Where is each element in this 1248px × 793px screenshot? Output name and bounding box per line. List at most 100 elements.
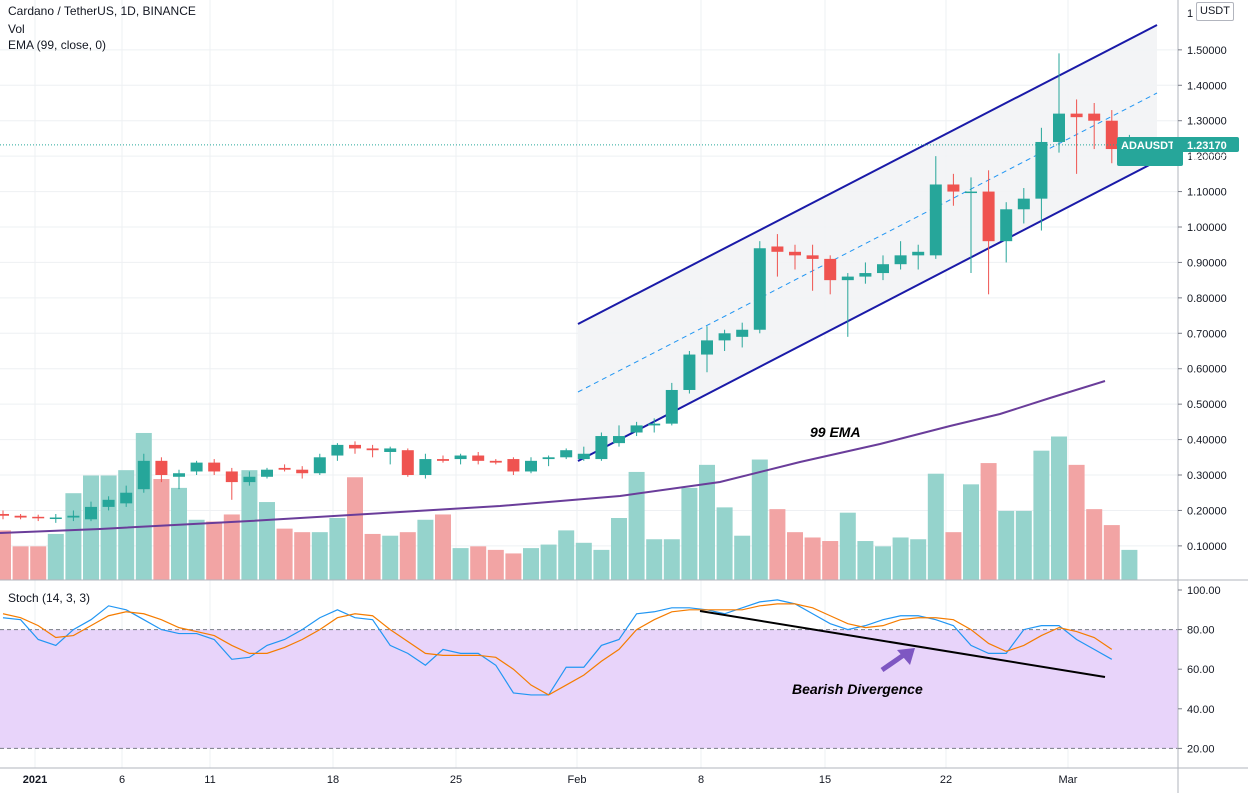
candle-body-43 <box>753 248 766 330</box>
price-tick-label-6: 0.90000 <box>1187 257 1227 269</box>
candle-body-29 <box>507 459 520 472</box>
volume-bar-27 <box>470 546 487 580</box>
time-tick-label-8: 22 <box>940 774 952 786</box>
price-tick-label-1: 1.40000 <box>1187 80 1227 92</box>
candle-body-36 <box>630 425 643 433</box>
volume-label: Vol <box>8 22 25 36</box>
candle-body-13 <box>225 471 238 483</box>
volume-bar-16 <box>276 528 293 580</box>
candle-body-35 <box>613 436 625 444</box>
candle-body-22 <box>384 448 397 452</box>
volume-bar-15 <box>259 502 275 580</box>
stoch-tick-label-4: 20.00 <box>1187 743 1215 755</box>
time-tick-label-5: Feb <box>568 774 587 786</box>
candle-body-33 <box>577 453 590 460</box>
volume-bar-9 <box>153 479 170 580</box>
candle-body-37 <box>648 423 661 426</box>
stoch-tick-label-3: 40.00 <box>1187 704 1215 716</box>
volume-bar-56 <box>980 463 997 580</box>
stoch-tick-label-2: 60.00 <box>1187 664 1215 676</box>
candle-body-4 <box>67 515 80 518</box>
candle-body-49 <box>859 273 872 277</box>
volume-bar-37 <box>646 539 663 580</box>
price-tick-label-13: 0.20000 <box>1187 505 1227 517</box>
ema-polyline <box>0 380 1106 534</box>
volume-bar-43 <box>751 459 768 580</box>
candle-body-20 <box>349 444 361 449</box>
volume-bar-34 <box>593 549 610 580</box>
volume-bar-50 <box>875 546 891 580</box>
ema-annotation: 99 EMA <box>810 424 861 440</box>
volume-bar-46 <box>804 537 821 580</box>
candle-body-44 <box>771 246 784 252</box>
stoch-axis: 100.00 80.00 60.00 40.00 20.00 <box>1178 585 1221 755</box>
price-tick-label-4: 1.10000 <box>1187 187 1227 199</box>
candle-body-26 <box>454 455 467 460</box>
volume-bar-47 <box>822 541 839 580</box>
volume-bar-45 <box>787 532 803 580</box>
candle-body-0 <box>0 513 9 516</box>
candle-body-60 <box>1053 113 1065 142</box>
price-tick-label-12: 0.30000 <box>1187 470 1227 482</box>
currency-button[interactable]: USDT <box>1196 2 1234 21</box>
divergence-annotation <box>699 610 1106 678</box>
price-tick-label-10: 0.50000 <box>1187 399 1227 411</box>
candle-body-50 <box>877 264 889 274</box>
price-badge-symbol: ADAUSDT <box>1121 140 1175 152</box>
price-axis: 1.50000 1.40000 1.30000 1.20000 1.10000 1.000… <box>1178 45 1227 553</box>
price-tick-label-0: 1.50000 <box>1187 45 1227 57</box>
candle-body-31 <box>542 457 555 460</box>
volume-bar-58 <box>1015 510 1032 580</box>
price-tick-label-9: 0.60000 <box>1187 364 1227 376</box>
candle-body-62 <box>1088 113 1101 121</box>
candle-body-61 <box>1070 113 1083 118</box>
stoch-tick-label-1: 80.00 <box>1187 625 1215 637</box>
stoch-series-1 <box>2 603 1113 696</box>
candle-body-3 <box>49 517 62 520</box>
volume-bar-28 <box>487 549 504 580</box>
price-tick-label-2: 1.30000 <box>1187 116 1227 128</box>
candle-body-56 <box>982 191 995 242</box>
price-axis-top-tick: 1 <box>1187 8 1193 20</box>
volume-bar-19 <box>329 517 346 580</box>
volume-bar-14 <box>241 470 258 580</box>
candle-body-42 <box>736 329 749 337</box>
volume-bar-49 <box>857 541 874 580</box>
price-tick-label-14: 0.10000 <box>1187 541 1227 553</box>
candle-body-47 <box>824 258 837 281</box>
price-tick-label-7: 0.80000 <box>1187 293 1227 305</box>
candle-body-39 <box>683 354 696 390</box>
divergence-line <box>699 610 1106 678</box>
price-badge-price-bg <box>1173 137 1239 152</box>
time-tick-label-1: 6 <box>119 774 125 786</box>
stoch-guides <box>0 629 1178 749</box>
stoch-tick-label-0: 100.00 <box>1187 585 1221 597</box>
price-tick-label-3: 1.20000 <box>1187 151 1227 163</box>
candle-body-24 <box>419 459 432 476</box>
volume-bar-55 <box>963 484 979 580</box>
price-badge-countdown: 04:27:32 <box>1187 153 1230 165</box>
volume-bar-40 <box>699 464 715 580</box>
price-badge: ADAUSDT 1.23170 04:27:32 <box>1117 137 1239 166</box>
channel-upper <box>577 24 1158 325</box>
volume-bar-30 <box>523 548 539 580</box>
candle-body-28 <box>489 460 502 463</box>
chart-title: Cardano / TetherUS, 1D, BINANCE <box>8 4 196 18</box>
candle-body-51 <box>894 255 907 265</box>
time-tick-label-9: Mar <box>1059 774 1078 786</box>
volume-bar-33 <box>575 542 592 580</box>
candle-body-9 <box>155 460 168 476</box>
volume-bar-39 <box>681 487 698 580</box>
volume-bar-11 <box>188 519 205 580</box>
volume-bar-4 <box>65 493 82 580</box>
volume-bar-64 <box>1121 549 1138 580</box>
volume-bar-21 <box>364 533 381 580</box>
candle-body-40 <box>701 340 713 355</box>
volume-bar-52 <box>910 539 927 580</box>
time-tick-label-2: 11 <box>204 774 215 786</box>
volume-bar-42 <box>734 535 751 580</box>
volume-bar-38 <box>663 539 680 580</box>
volume-bar-17 <box>294 532 311 580</box>
volume-bar-51 <box>892 537 909 580</box>
candle-body-21 <box>366 448 379 451</box>
